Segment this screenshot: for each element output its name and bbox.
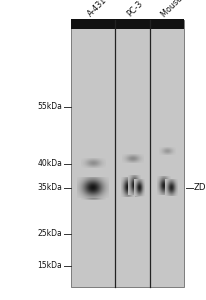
Bar bbox=[71, 20, 184, 28]
Text: 35kDa: 35kDa bbox=[37, 183, 62, 192]
Text: 25kDa: 25kDa bbox=[38, 230, 62, 238]
Text: Mouse lung: Mouse lung bbox=[160, 0, 199, 19]
Text: 15kDa: 15kDa bbox=[38, 261, 62, 270]
Text: 55kDa: 55kDa bbox=[37, 102, 62, 111]
Bar bbox=[71, 20, 184, 286]
Text: ZDHHC7: ZDHHC7 bbox=[194, 183, 206, 192]
Text: PC-3: PC-3 bbox=[125, 0, 145, 19]
Text: A-431: A-431 bbox=[86, 0, 109, 19]
Text: 40kDa: 40kDa bbox=[37, 159, 62, 168]
